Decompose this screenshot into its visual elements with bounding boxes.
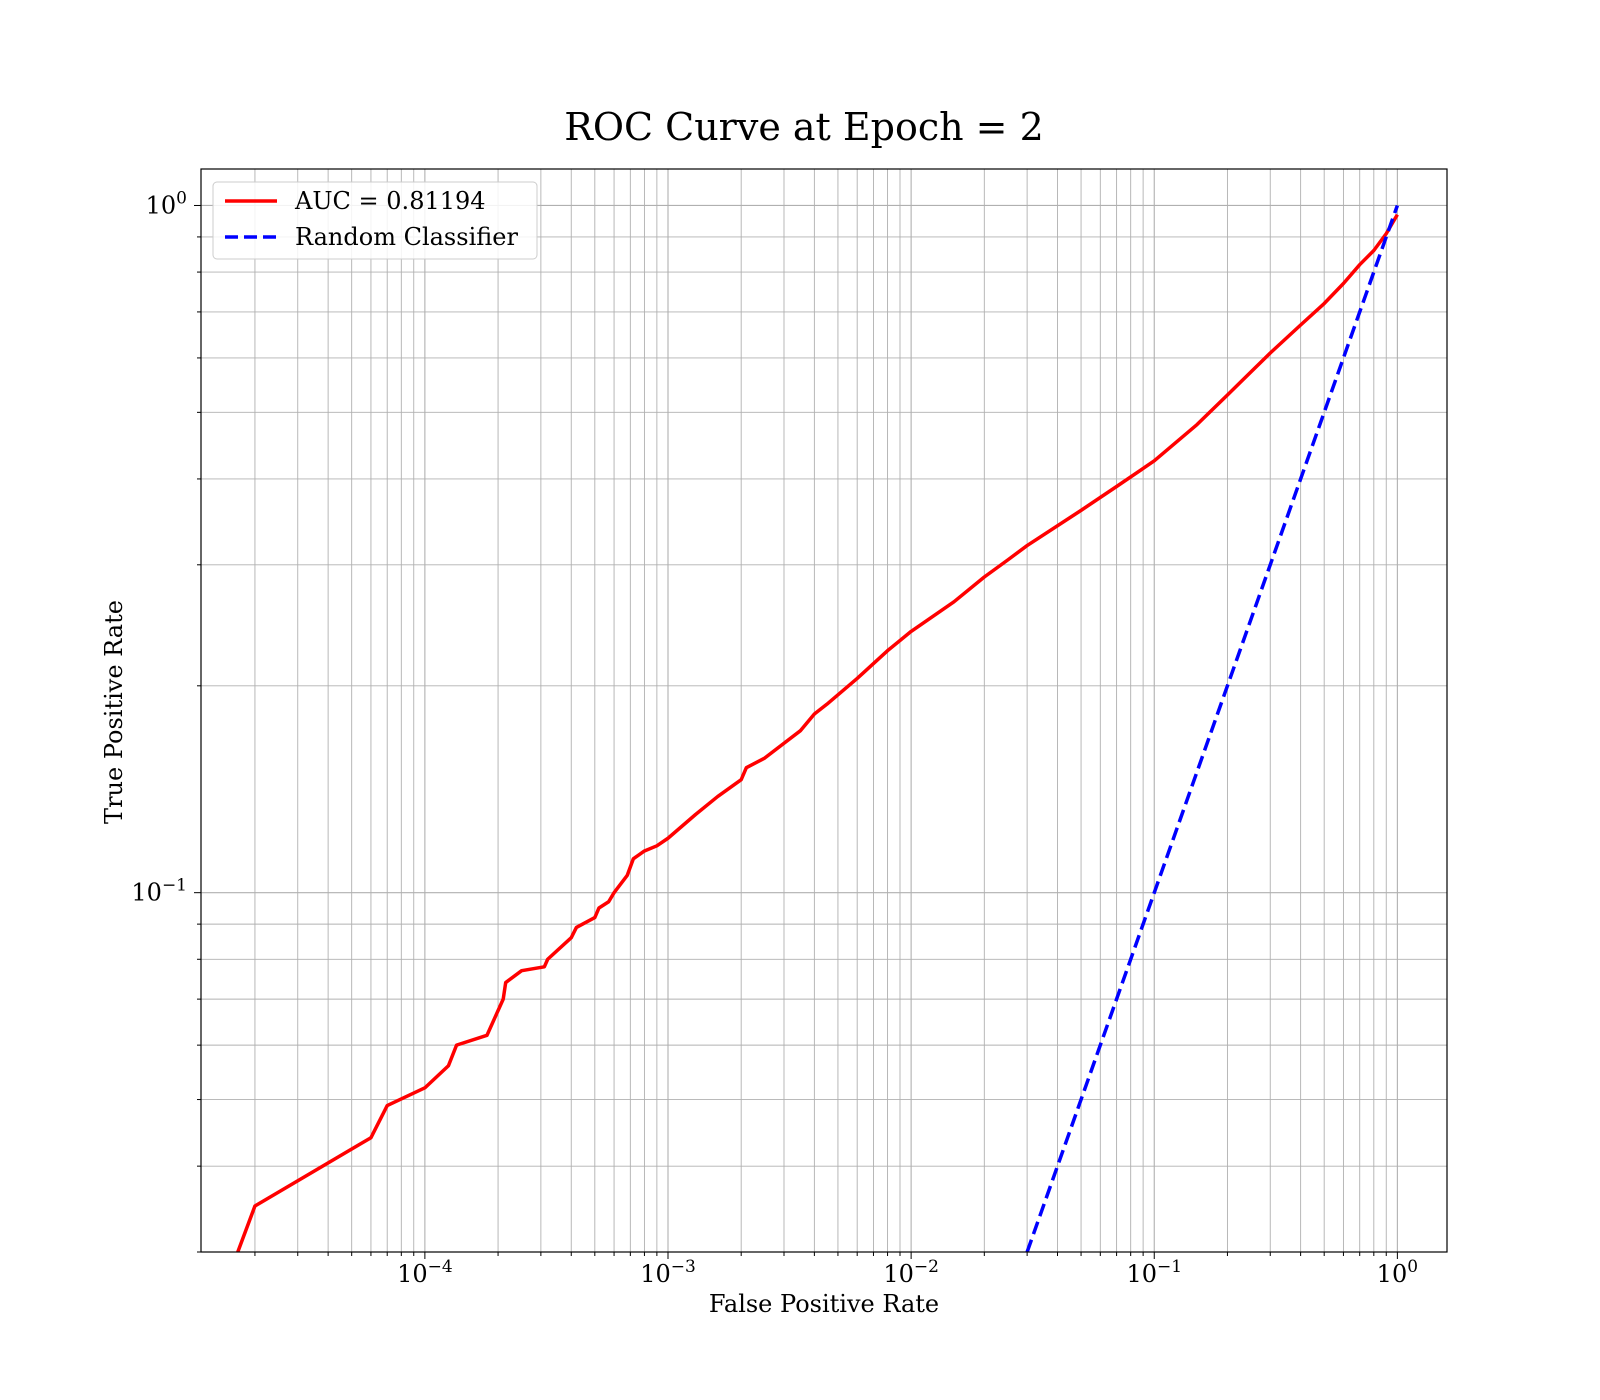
x-tick-label: 10−1 <box>1126 1257 1182 1288</box>
random-classifier-line <box>1025 204 1400 1252</box>
x-tick-label: 10−3 <box>640 1257 696 1288</box>
legend-label: AUC = 0.81194 <box>294 187 486 215</box>
x-tick-label: 10−2 <box>883 1257 939 1288</box>
chart-title: ROC Curve at Epoch = 2 <box>564 105 1044 149</box>
legend-box <box>212 181 538 260</box>
legend: AUC = 0.81194 Random Classifier <box>212 181 538 260</box>
legend-label: Random Classifier <box>295 223 518 251</box>
ticks: 10−4 10−3 10−2 10−1 100 10−1 100 <box>131 188 1418 1288</box>
x-tick-label: 100 <box>1377 1257 1418 1288</box>
x-axis-label: False Positive Rate <box>709 1290 939 1318</box>
y-tick-label: 100 <box>146 188 187 219</box>
grid <box>201 169 1447 1253</box>
roc-curve-line <box>236 213 1399 1252</box>
plot-frame <box>200 168 1448 1253</box>
y-axis-label: True Positive Rate <box>100 600 128 824</box>
x-tick-label: 10−4 <box>397 1257 453 1288</box>
y-tick-label: 10−1 <box>131 876 187 907</box>
series-layer <box>236 204 1400 1252</box>
